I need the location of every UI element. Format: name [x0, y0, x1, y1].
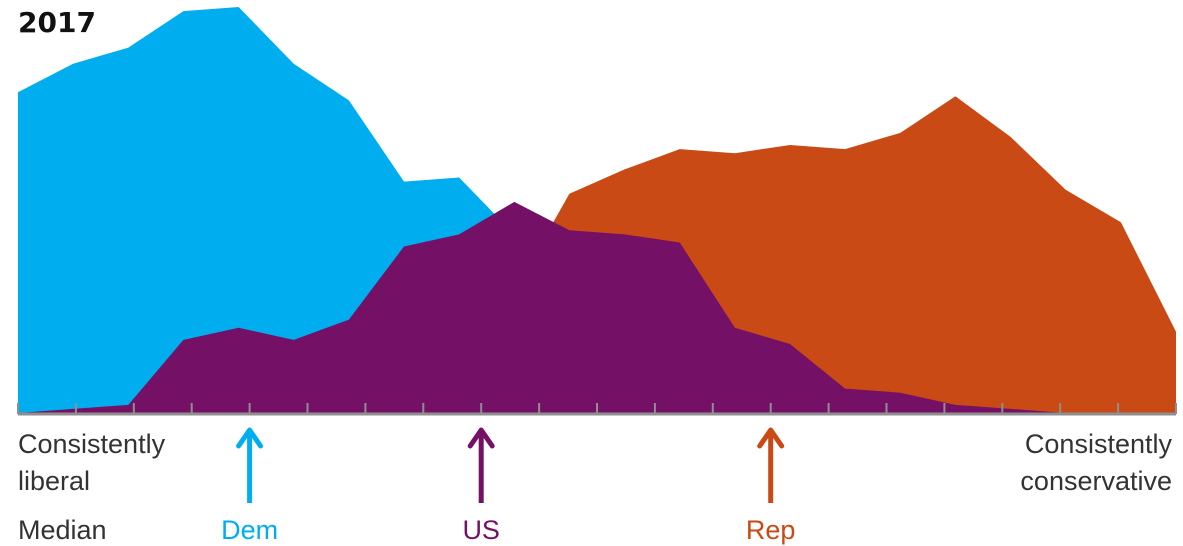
x-axis [17, 403, 1177, 416]
x-left-label-line1: Consistently [18, 429, 166, 459]
arrowhead-icon [236, 427, 264, 449]
x-right-label-line2: conservative [1020, 466, 1172, 496]
median-marker-us: US [462, 427, 500, 545]
median-marker-dem: Dem [221, 427, 278, 545]
median-row-label: Median [18, 515, 107, 545]
median-label-us: US [462, 515, 500, 545]
series-areas [18, 7, 1176, 414]
x-left-label-line2: liberal [18, 466, 90, 496]
chart-title: 2017 [18, 6, 96, 39]
median-marker-rep: Rep [746, 427, 796, 545]
arrowhead-icon [467, 427, 495, 449]
arrowhead-icon [757, 427, 785, 449]
area-dem [18, 7, 1176, 413]
area-us [18, 201, 1176, 413]
x-right-label-line1: Consistently [1025, 429, 1173, 459]
median-label-dem: Dem [221, 515, 278, 545]
median-markers: Dem US Rep [221, 427, 796, 545]
median-label-rep: Rep [746, 515, 796, 545]
